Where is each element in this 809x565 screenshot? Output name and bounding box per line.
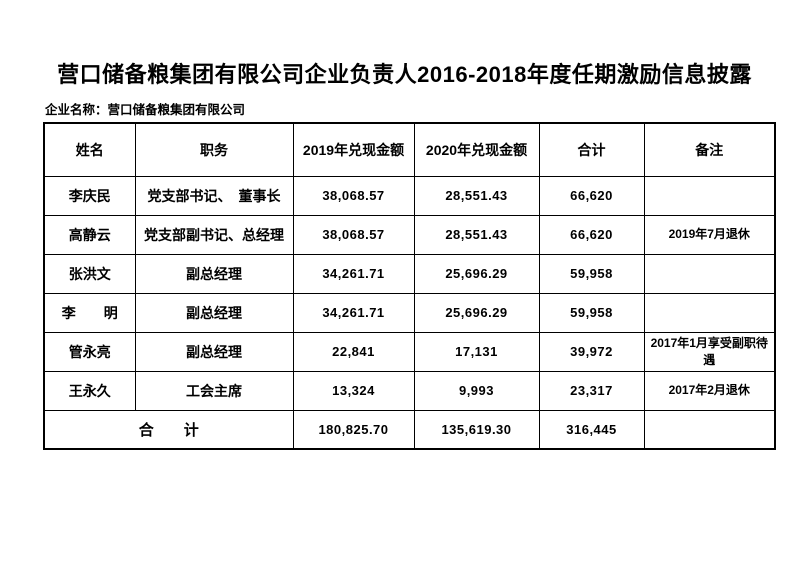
name-cell: 王永久 [43,370,136,411]
position-cell: 党支部副书记、总经理 [134,214,294,255]
total-2020-amount-cell: 135,619.30 [413,409,540,450]
header-remark-cell: 备注 [643,122,776,177]
position-cell: 副总经理 [134,253,294,294]
amount-2020-cell: 9,993 [413,370,540,411]
amount-2020-cell: 17,131 [413,331,540,372]
amount-2020-cell: 28,551.43 [413,175,540,216]
remark-cell [643,175,776,216]
name-cell: 高静云 [43,214,136,255]
table-row: 李 明 副总经理 34,261.71 25,696.29 59,958 [43,292,776,333]
row-total-cell: 59,958 [538,253,645,294]
amount-2019-cell: 38,068.57 [292,214,415,255]
grand-total-cell: 316,445 [538,409,645,450]
table-header-row: 姓名 职务 2019年兑现金额 2020年兑现金额 合计 备注 [43,122,776,177]
position-cell: 党支部书记、 董事长 [134,175,294,216]
amount-2019-cell: 38,068.57 [292,175,415,216]
remark-cell: 2017年1月享受副职待遇 [643,331,776,372]
remark-cell: 2019年7月退休 [643,214,776,255]
table-row: 张洪文 副总经理 34,261.71 25,696.29 59,958 [43,253,776,294]
header-2019-amount-cell: 2019年兑现金额 [292,122,415,177]
remark-cell [643,292,776,333]
total-2019-amount-cell: 180,825.70 [292,409,415,450]
name-cell: 张洪文 [43,253,136,294]
amount-2020-cell: 25,696.29 [413,292,540,333]
table-row: 李庆民 党支部书记、 董事长 38,068.57 28,551.43 66,62… [43,175,776,216]
header-position-cell: 职务 [134,122,294,177]
table-row: 高静云 党支部副书记、总经理 38,068.57 28,551.43 66,62… [43,214,776,255]
name-cell: 管永亮 [43,331,136,372]
row-total-cell: 23,317 [538,370,645,411]
row-total-cell: 66,620 [538,175,645,216]
header-total-cell: 合计 [538,122,645,177]
incentive-disclosure-table: 姓名 职务 2019年兑现金额 2020年兑现金额 合计 备注 李庆民 党支部书… [43,122,776,450]
amount-2019-cell: 34,261.71 [292,292,415,333]
amount-2019-cell: 22,841 [292,331,415,372]
amount-2019-cell: 34,261.71 [292,253,415,294]
document-title: 营口储备粮集团有限公司企业负责人2016-2018年度任期激励信息披露 [57,62,752,87]
header-name-cell: 姓名 [43,122,136,177]
table-row: 王永久 工会主席 13,324 9,993 23,317 2017年2月退休 [43,370,776,411]
name-cell: 李庆民 [43,175,136,216]
company-name-label: 企业名称：营口储备粮集团有限公司 [45,103,246,117]
row-total-cell: 59,958 [538,292,645,333]
position-cell: 副总经理 [134,331,294,372]
table-row: 管永亮 副总经理 22,841 17,131 39,972 2017年1月享受副… [43,331,776,372]
row-total-cell: 39,972 [538,331,645,372]
amount-2020-cell: 25,696.29 [413,253,540,294]
total-label-cell: 合 计 [43,409,294,450]
total-row: 合 计 180,825.70 135,619.30 316,445 [43,409,776,450]
name-cell: 李 明 [43,292,136,333]
row-total-cell: 66,620 [538,214,645,255]
header-2020-amount-cell: 2020年兑现金额 [413,122,540,177]
total-remark-cell [643,409,776,450]
remark-cell: 2017年2月退休 [643,370,776,411]
position-cell: 工会主席 [134,370,294,411]
amount-2019-cell: 13,324 [292,370,415,411]
position-cell: 副总经理 [134,292,294,333]
amount-2020-cell: 28,551.43 [413,214,540,255]
remark-cell [643,253,776,294]
